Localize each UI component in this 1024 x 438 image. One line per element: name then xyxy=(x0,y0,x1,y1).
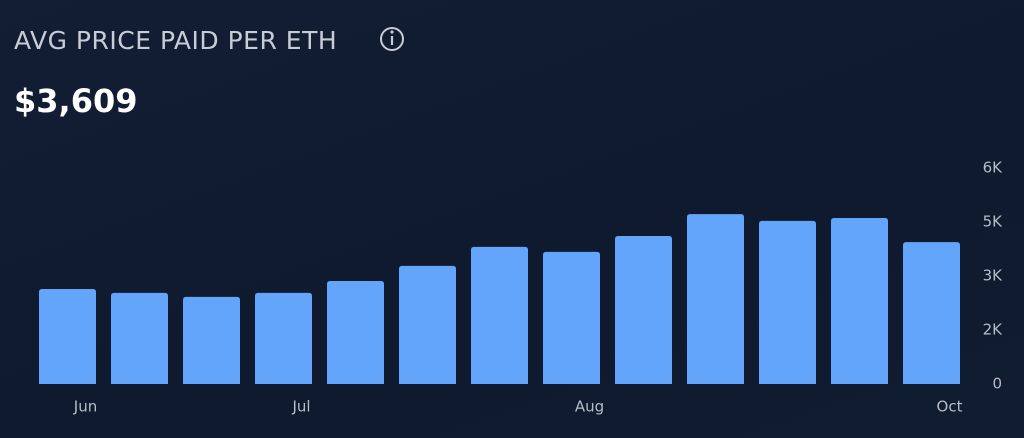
headline-value: $3,609 xyxy=(14,82,137,120)
x-tick-label: Jul xyxy=(291,398,310,416)
y-tick-label: 6K xyxy=(983,159,1004,177)
y-tick-label: 0 xyxy=(992,375,1002,393)
bar xyxy=(39,288,96,384)
bar xyxy=(831,218,888,384)
x-tick-label: Aug xyxy=(575,398,604,416)
y-tick-label: 5K xyxy=(983,213,1004,231)
info-icon[interactable] xyxy=(380,27,404,51)
bar xyxy=(687,214,744,384)
x-tick-label: Oct xyxy=(937,398,963,416)
bar xyxy=(903,242,960,384)
bar xyxy=(543,251,600,384)
x-tick-label: Jun xyxy=(73,398,97,416)
bar xyxy=(759,220,816,384)
title: AVG PRICE PAID PER ETH xyxy=(14,26,337,55)
bar xyxy=(183,296,240,384)
bar xyxy=(471,246,528,384)
bar xyxy=(327,281,384,384)
y-tick-label: 2K xyxy=(983,321,1004,339)
y-tick-label: 3K xyxy=(983,267,1004,285)
bar xyxy=(399,265,456,384)
bar xyxy=(255,292,312,384)
bar xyxy=(111,292,168,384)
bar xyxy=(615,236,672,384)
